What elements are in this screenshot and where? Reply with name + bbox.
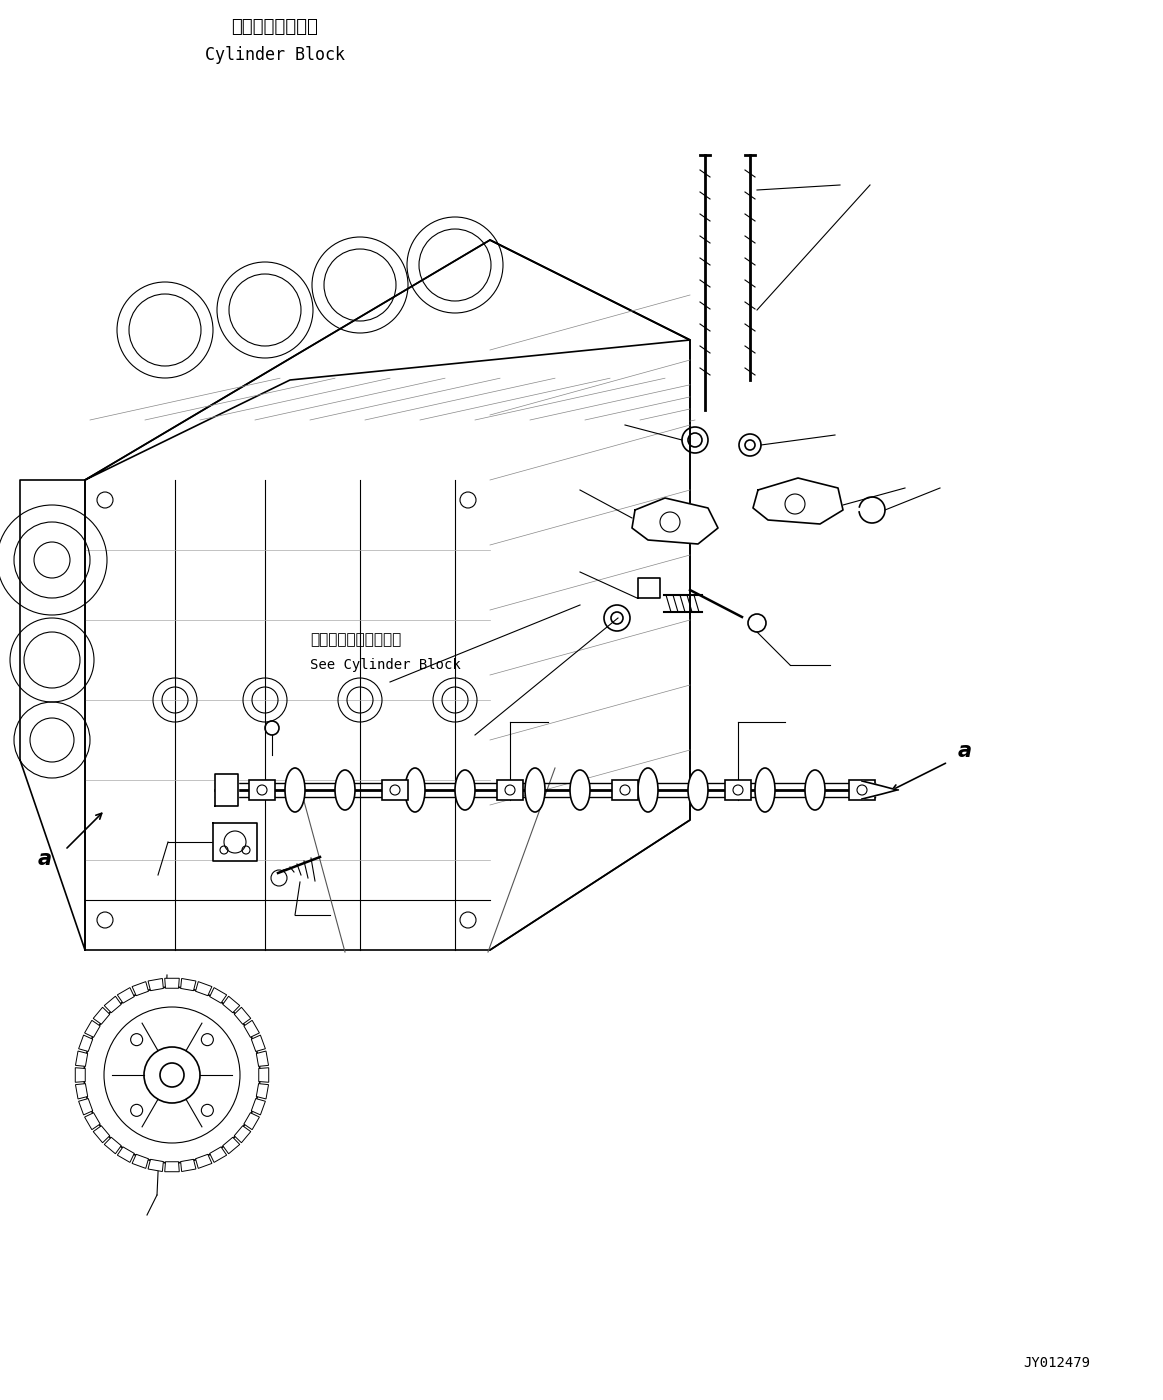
Polygon shape [632, 498, 718, 545]
Circle shape [104, 1007, 240, 1142]
Polygon shape [20, 480, 85, 951]
Ellipse shape [525, 769, 545, 812]
Ellipse shape [755, 769, 775, 812]
Polygon shape [251, 1035, 265, 1051]
Circle shape [144, 1047, 200, 1103]
Text: a: a [958, 741, 972, 762]
Bar [849, 780, 875, 799]
Polygon shape [244, 1021, 259, 1037]
Ellipse shape [570, 770, 590, 811]
Polygon shape [209, 1147, 227, 1162]
Ellipse shape [455, 770, 475, 811]
Polygon shape [195, 981, 212, 995]
Polygon shape [76, 1068, 85, 1082]
Polygon shape [862, 781, 897, 799]
Polygon shape [105, 1137, 121, 1154]
Text: シリンダブロック: シリンダブロック [231, 18, 319, 36]
Bar [249, 780, 274, 799]
Polygon shape [93, 1007, 109, 1025]
Ellipse shape [285, 769, 305, 812]
Polygon shape [79, 1099, 93, 1114]
Polygon shape [180, 1159, 195, 1172]
Bar [497, 780, 523, 799]
Polygon shape [148, 1159, 163, 1172]
Polygon shape [117, 1147, 134, 1162]
Polygon shape [117, 987, 134, 1004]
Text: See Cylinder Block: See Cylinder Block [311, 658, 461, 672]
Ellipse shape [405, 769, 424, 812]
Ellipse shape [805, 770, 825, 811]
Ellipse shape [638, 769, 658, 812]
Polygon shape [133, 981, 149, 995]
Polygon shape [234, 1007, 251, 1025]
Polygon shape [244, 1113, 259, 1130]
Bar [725, 780, 751, 799]
Ellipse shape [688, 770, 708, 811]
Polygon shape [223, 1137, 240, 1154]
Polygon shape [79, 1035, 93, 1051]
Polygon shape [180, 979, 195, 991]
Polygon shape [85, 239, 690, 951]
Polygon shape [638, 578, 659, 598]
Polygon shape [256, 1051, 269, 1067]
Polygon shape [105, 997, 121, 1012]
Polygon shape [76, 1084, 87, 1099]
Polygon shape [85, 1113, 100, 1130]
Ellipse shape [335, 770, 355, 811]
Bar [381, 780, 408, 799]
Polygon shape [133, 1154, 149, 1169]
Polygon shape [752, 477, 843, 524]
Text: シリンダブロック参照: シリンダブロック参照 [311, 631, 401, 647]
Text: JY012479: JY012479 [1023, 1357, 1090, 1371]
Polygon shape [93, 1126, 109, 1142]
Polygon shape [165, 1162, 179, 1172]
Polygon shape [165, 979, 179, 988]
Polygon shape [213, 823, 257, 861]
Polygon shape [251, 1099, 265, 1114]
Circle shape [160, 1063, 184, 1086]
Polygon shape [223, 997, 240, 1012]
Polygon shape [209, 987, 227, 1004]
Polygon shape [256, 1084, 269, 1099]
Polygon shape [76, 1051, 87, 1067]
Text: Cylinder Block: Cylinder Block [205, 46, 345, 64]
Polygon shape [85, 1021, 100, 1037]
Polygon shape [195, 1154, 212, 1169]
Polygon shape [234, 1126, 251, 1142]
Polygon shape [148, 979, 163, 991]
Polygon shape [215, 774, 238, 806]
Polygon shape [258, 1068, 269, 1082]
Bar [612, 780, 638, 799]
Circle shape [84, 987, 261, 1163]
Text: a: a [38, 848, 52, 869]
